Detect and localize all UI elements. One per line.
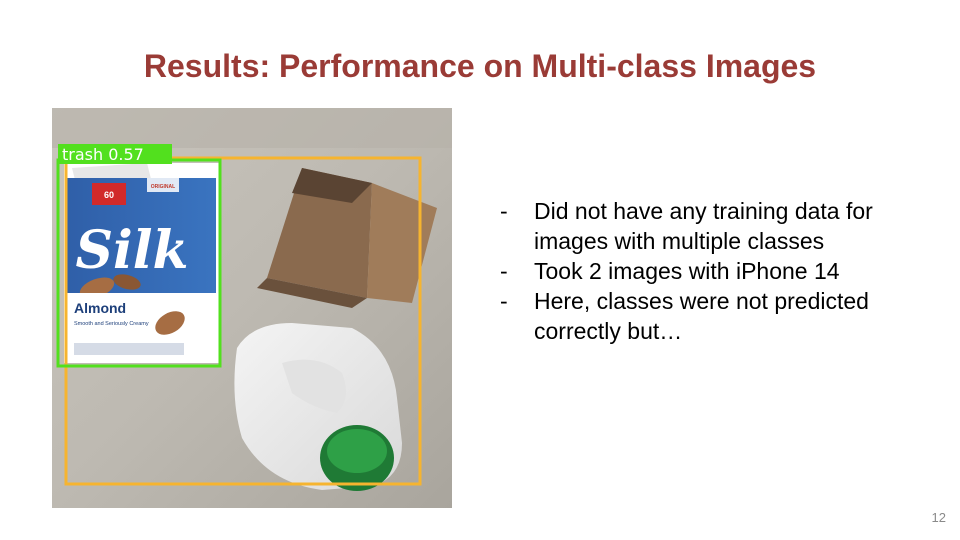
bullet-text: Did not have any training data for image… [534, 198, 873, 254]
bullet-item: - Did not have any training data for ima… [500, 196, 940, 256]
silk-carton: 60 ORIGINAL Silk Almond Smooth and Serio… [64, 163, 219, 363]
bullet-item: - Here, classes were not predicted corre… [500, 286, 940, 346]
carton-badge-sub: ORIGINAL [151, 184, 175, 190]
bullet-item: - Took 2 images with iPhone 14 [500, 256, 940, 286]
detection-label: trash 0.57 [62, 145, 144, 164]
bullet-dash: - [500, 288, 508, 314]
page-number: 12 [931, 510, 946, 525]
detection-photo: 60 ORIGINAL Silk Almond Smooth and Serio… [52, 108, 452, 508]
carton-badge [92, 183, 126, 205]
bullet-list: - Did not have any training data for ima… [500, 196, 940, 346]
detection-photo-svg: 60 ORIGINAL Silk Almond Smooth and Serio… [52, 108, 452, 508]
carton-flavor: Almond [74, 300, 126, 316]
bullet-text: Here, classes were not predicted correct… [534, 288, 869, 344]
slide-title: Results: Performance on Multi-class Imag… [143, 48, 817, 84]
carton-brand: Silk [75, 220, 188, 281]
bullet-text: Took 2 images with iPhone 14 [534, 258, 840, 284]
cardboard-box [257, 168, 437, 308]
milk-jug [234, 323, 402, 491]
bullet-dash: - [500, 258, 508, 284]
detection-label-bg [58, 144, 172, 164]
carton-tagline: Smooth and Seriously Creamy [74, 321, 149, 327]
carton-badge-text: 60 [104, 190, 114, 200]
bullet-dash: - [500, 198, 508, 224]
background-shadow [52, 108, 452, 148]
detection-box-orange [64, 156, 422, 486]
